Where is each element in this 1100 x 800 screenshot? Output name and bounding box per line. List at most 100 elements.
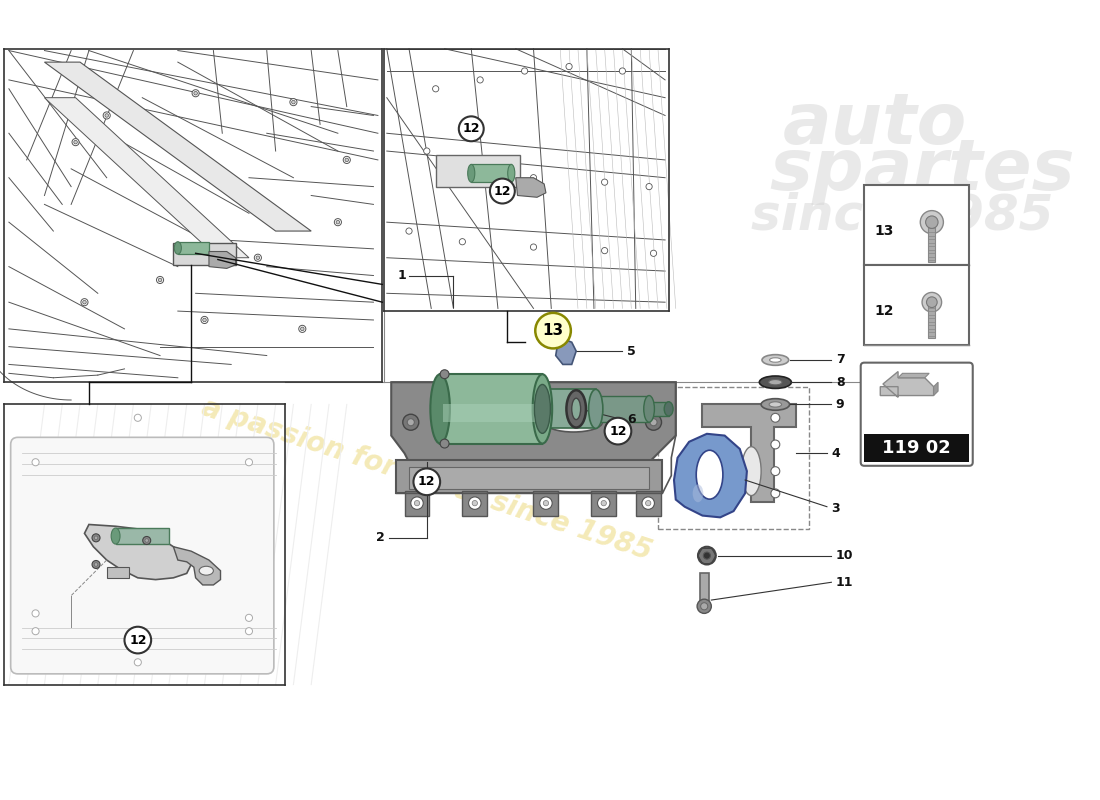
Bar xyxy=(592,490,616,515)
Ellipse shape xyxy=(741,446,761,495)
Text: 11: 11 xyxy=(836,576,854,589)
Text: 5: 5 xyxy=(627,345,636,358)
Circle shape xyxy=(459,116,484,142)
Circle shape xyxy=(145,538,149,542)
FancyBboxPatch shape xyxy=(11,438,274,674)
Circle shape xyxy=(602,179,607,186)
Circle shape xyxy=(406,228,412,234)
Circle shape xyxy=(469,497,481,510)
Circle shape xyxy=(254,254,262,262)
Circle shape xyxy=(697,599,712,614)
Bar xyxy=(596,395,649,422)
Ellipse shape xyxy=(759,376,791,389)
Ellipse shape xyxy=(762,354,789,366)
Circle shape xyxy=(477,77,483,83)
Text: 12: 12 xyxy=(418,475,436,488)
Bar xyxy=(636,490,661,515)
Circle shape xyxy=(245,458,253,466)
Ellipse shape xyxy=(111,528,120,544)
Circle shape xyxy=(202,318,207,322)
Bar xyxy=(649,402,669,416)
Bar xyxy=(542,390,596,429)
Circle shape xyxy=(134,658,142,666)
Circle shape xyxy=(597,497,611,510)
Circle shape xyxy=(469,162,474,167)
Circle shape xyxy=(642,497,654,510)
Bar xyxy=(865,434,969,462)
Text: 8: 8 xyxy=(836,376,845,389)
Circle shape xyxy=(403,414,419,430)
Bar xyxy=(700,574,708,609)
Text: 13: 13 xyxy=(874,224,893,238)
Circle shape xyxy=(472,501,477,506)
Bar xyxy=(471,164,512,182)
Circle shape xyxy=(771,466,780,475)
Circle shape xyxy=(619,68,626,74)
Circle shape xyxy=(771,440,780,449)
Circle shape xyxy=(646,414,661,430)
Ellipse shape xyxy=(588,390,603,429)
Ellipse shape xyxy=(440,413,503,432)
Circle shape xyxy=(698,546,716,565)
Circle shape xyxy=(299,326,306,333)
Polygon shape xyxy=(880,371,934,398)
Ellipse shape xyxy=(770,358,781,362)
Circle shape xyxy=(414,469,440,495)
Circle shape xyxy=(921,210,944,234)
Circle shape xyxy=(256,256,260,259)
Circle shape xyxy=(540,497,552,510)
Circle shape xyxy=(245,614,253,622)
Polygon shape xyxy=(44,98,249,258)
Circle shape xyxy=(922,293,942,312)
Circle shape xyxy=(646,501,651,506)
Circle shape xyxy=(343,156,350,163)
Ellipse shape xyxy=(468,164,475,182)
Circle shape xyxy=(103,112,110,119)
Polygon shape xyxy=(392,382,675,462)
Circle shape xyxy=(334,218,341,226)
Bar xyxy=(534,490,559,515)
Text: 12: 12 xyxy=(462,122,480,135)
Text: 7: 7 xyxy=(836,354,845,366)
Circle shape xyxy=(650,418,657,426)
Ellipse shape xyxy=(693,485,703,502)
Circle shape xyxy=(104,114,109,118)
Circle shape xyxy=(565,63,572,70)
Circle shape xyxy=(432,86,439,92)
Circle shape xyxy=(337,220,340,224)
Polygon shape xyxy=(516,178,546,198)
Circle shape xyxy=(521,68,528,74)
Text: 13: 13 xyxy=(542,323,563,338)
Circle shape xyxy=(92,561,100,569)
Ellipse shape xyxy=(199,566,213,575)
Text: 6: 6 xyxy=(627,413,636,426)
Bar xyxy=(405,490,429,515)
Ellipse shape xyxy=(769,402,782,407)
Polygon shape xyxy=(934,382,938,395)
Circle shape xyxy=(490,178,515,203)
Circle shape xyxy=(926,297,937,307)
Text: a passion for parts since 1985: a passion for parts since 1985 xyxy=(198,394,656,566)
Circle shape xyxy=(415,501,420,506)
Polygon shape xyxy=(174,546,220,585)
Bar xyxy=(436,155,520,186)
Circle shape xyxy=(602,247,607,254)
Text: 12: 12 xyxy=(609,425,627,438)
Ellipse shape xyxy=(696,450,723,499)
Bar xyxy=(462,490,487,515)
Bar xyxy=(865,265,969,345)
Ellipse shape xyxy=(566,390,586,427)
Circle shape xyxy=(440,439,449,448)
Ellipse shape xyxy=(535,385,550,434)
Text: 2: 2 xyxy=(376,531,385,544)
Circle shape xyxy=(32,628,40,634)
Circle shape xyxy=(134,414,142,422)
Circle shape xyxy=(440,370,449,378)
Circle shape xyxy=(92,534,100,542)
Circle shape xyxy=(601,501,606,506)
Ellipse shape xyxy=(174,242,182,254)
Ellipse shape xyxy=(544,413,603,432)
Circle shape xyxy=(32,458,40,466)
Ellipse shape xyxy=(769,379,782,385)
Text: 12: 12 xyxy=(129,634,146,646)
